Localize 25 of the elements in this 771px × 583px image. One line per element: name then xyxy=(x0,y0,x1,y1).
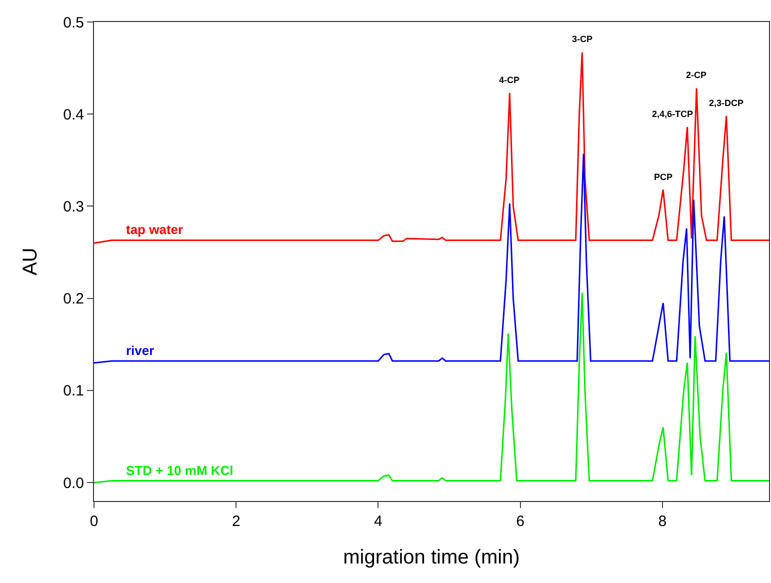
annotation: 4-CP xyxy=(499,75,520,85)
y-tick-label: 0.1 xyxy=(63,382,84,400)
y-tick-label: 0.4 xyxy=(63,106,84,124)
y-axis-title: AU xyxy=(20,248,42,276)
x-tick-label: 4 xyxy=(374,513,382,530)
series-label: river xyxy=(126,343,154,358)
series-label: STD + 10 mM KCl xyxy=(126,463,234,478)
y-tick-label: 0.2 xyxy=(63,290,84,308)
y-tick-label: 0.5 xyxy=(63,14,84,32)
y-tick-label: 0.3 xyxy=(63,198,84,216)
annotation: 2,3-DCP xyxy=(709,98,744,108)
series-label: tap water xyxy=(126,222,184,237)
annotation: 2-CP xyxy=(686,70,707,80)
x-tick-label: 0 xyxy=(90,513,98,530)
line-series xyxy=(94,52,769,244)
x-tick-label: 8 xyxy=(658,513,667,530)
y-tick-label: 0.0 xyxy=(63,474,84,492)
annotation: 2,4,6-TCP xyxy=(652,109,694,119)
line-series xyxy=(94,152,769,364)
line-series xyxy=(94,292,769,484)
x-axis-title: migration time (min) xyxy=(343,546,520,568)
annotation: 3-CP xyxy=(572,34,593,44)
annotation: PCP xyxy=(654,172,673,182)
x-tick-label: 6 xyxy=(516,513,524,530)
x-tick-label: 2 xyxy=(232,513,240,530)
